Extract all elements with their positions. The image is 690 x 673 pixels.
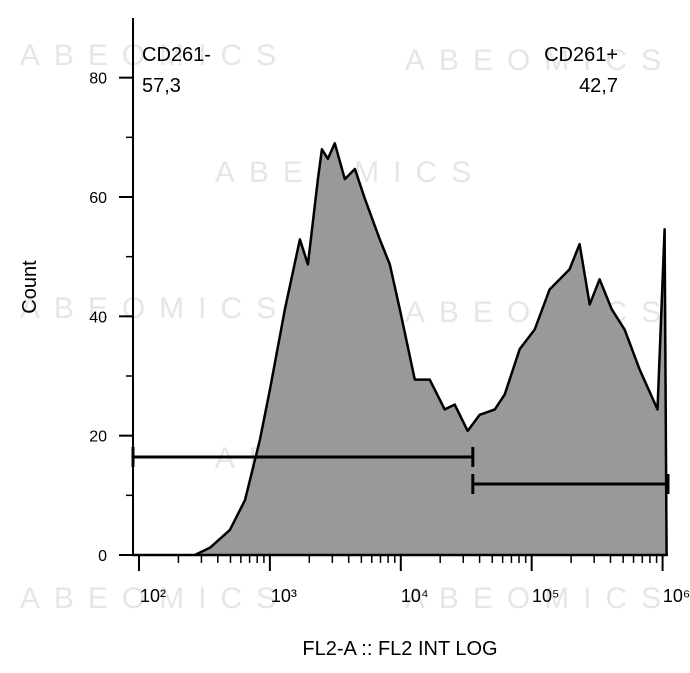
gate-percent: 57,3 — [142, 75, 181, 97]
y-tick-label: 80 — [89, 71, 107, 88]
gate-name: CD261- — [142, 44, 211, 66]
y-axis-label: Count — [19, 260, 41, 314]
y-tick-label: 0 — [98, 548, 107, 565]
gate-percent: 42,7 — [579, 75, 618, 97]
x-tick-label: 10³ — [271, 586, 297, 606]
x-tick-label: 10² — [140, 586, 166, 606]
y-tick-label: 20 — [89, 429, 107, 446]
watermark: ABEOMICS — [20, 39, 290, 72]
gate-name: CD261+ — [544, 44, 618, 66]
x-tick-label: 10⁶ — [663, 586, 690, 606]
histogram-area — [131, 142, 668, 557]
x-tick-label: 10⁵ — [532, 586, 559, 606]
watermark: ABEOMICS — [405, 582, 675, 615]
watermark: ABEOMICS — [20, 582, 290, 615]
x-axis-label: FL2-A :: FL2 INT LOG — [302, 638, 497, 660]
y-tick-label: 40 — [89, 309, 107, 326]
y-tick-label: 60 — [89, 190, 107, 207]
watermark: ABEOMICS — [405, 44, 675, 77]
watermark: ABEOMICS — [20, 292, 290, 325]
x-tick-label: 10⁴ — [401, 586, 429, 606]
